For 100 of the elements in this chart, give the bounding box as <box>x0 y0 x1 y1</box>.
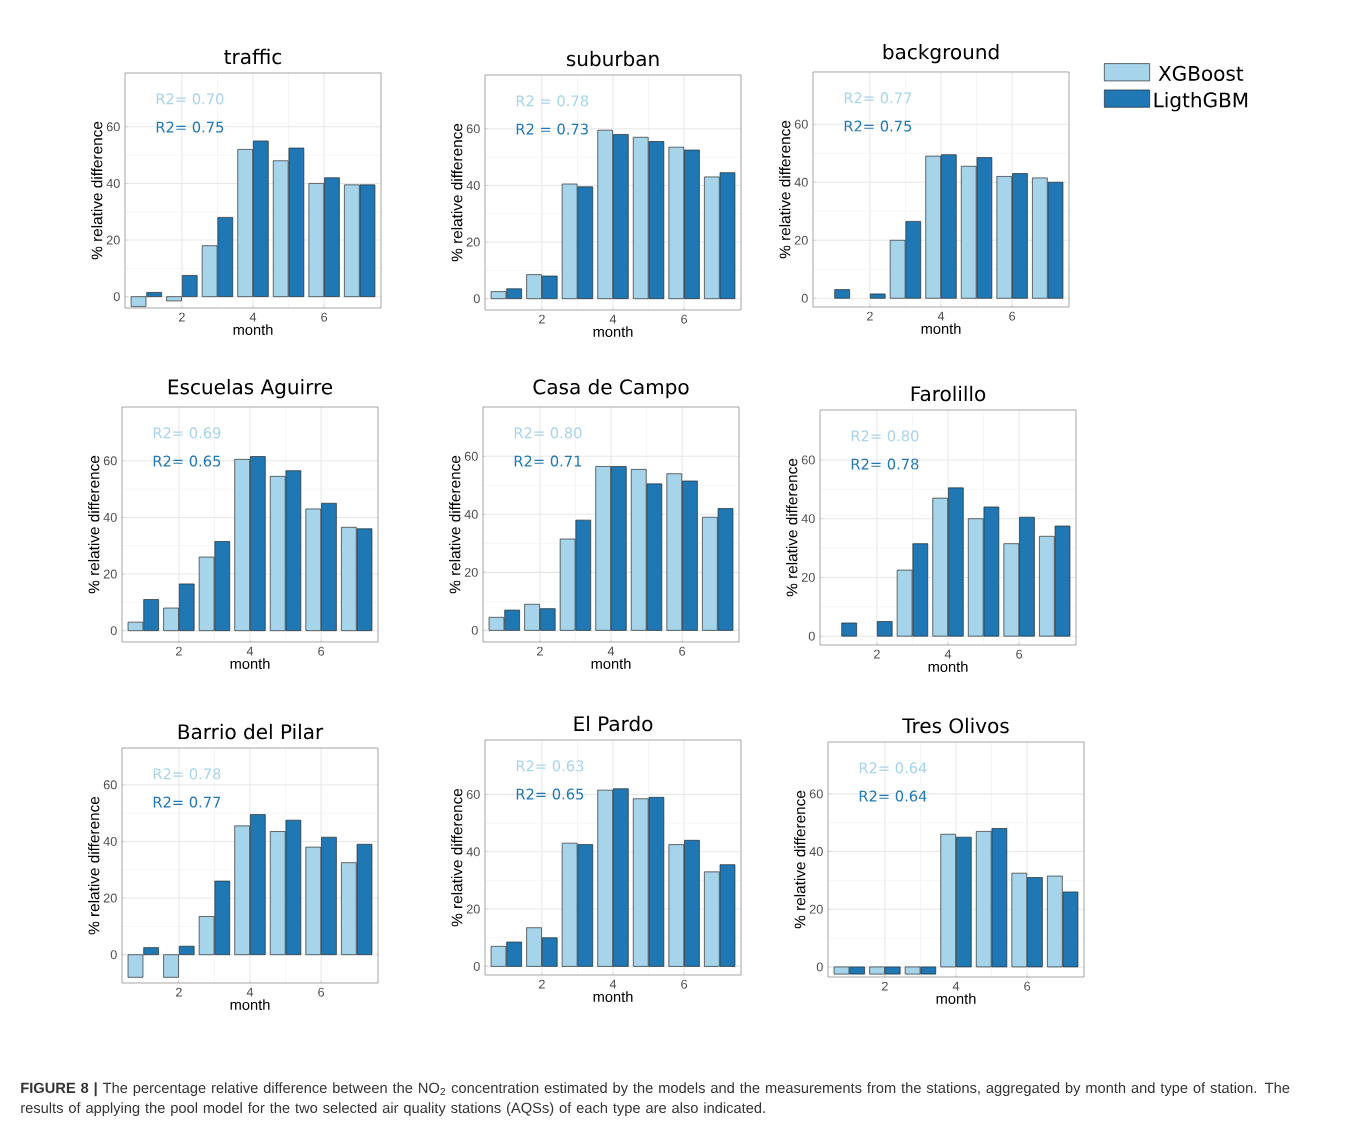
y-tick-label: 20 <box>466 904 480 914</box>
x-axis-title: month <box>593 326 633 337</box>
y-tick-label: 0 <box>808 631 815 641</box>
y-tick-label: 0 <box>816 962 823 972</box>
x-tick-label: 6 <box>681 314 688 324</box>
x-tick-label: 6 <box>321 312 328 322</box>
y-axis-title: % relative difference <box>88 796 100 935</box>
y-tick-label: 0 <box>110 950 117 960</box>
x-tick-label: 6 <box>679 646 686 656</box>
y-tick-label: 60 <box>466 789 480 799</box>
y-tick-label: 40 <box>809 847 823 857</box>
chart-title: El Pardo <box>574 715 653 732</box>
y-tick-label: 40 <box>103 512 117 522</box>
y-axis-title: % relative difference <box>449 455 461 594</box>
x-tick-label: 6 <box>681 979 688 989</box>
chart-title: Tres Olivos <box>902 717 1009 734</box>
annotation: R2= 0.75 <box>156 121 224 133</box>
y-axis-title: % relative difference <box>794 790 806 929</box>
x-tick-label: 4 <box>607 646 615 656</box>
y-tick-label: 40 <box>466 180 480 190</box>
x-tick-label: 2 <box>176 987 182 997</box>
annotation: R2= 0.64 <box>859 762 927 774</box>
x-tick-label: 4 <box>249 312 257 322</box>
x-tick-label: 2 <box>537 646 543 656</box>
x-axis-title: month <box>233 324 273 335</box>
y-tick-label: 20 <box>103 893 117 903</box>
annotation: R2= 0.80 <box>851 430 919 442</box>
x-tick-label: 2 <box>176 646 182 656</box>
annotation: R2= 0.77 <box>153 796 221 808</box>
legend-label: XGBoost <box>1158 65 1244 81</box>
x-tick-label: 6 <box>1016 649 1023 659</box>
x-axis-title: month <box>591 658 631 669</box>
x-tick-label: 2 <box>539 979 545 989</box>
y-tick-label: 20 <box>103 569 117 579</box>
y-tick-label: 60 <box>103 780 117 790</box>
x-axis-title: month <box>928 661 968 672</box>
annotation: R2= 0.69 <box>153 427 221 439</box>
chart-title: Barrio del Pilar <box>178 723 324 740</box>
annotation: R2= 0.80 <box>514 427 582 439</box>
y-tick-label: 40 <box>464 509 478 519</box>
bar <box>869 293 886 299</box>
annotation: R2= 0.63 <box>516 760 584 772</box>
x-tick-label: 6 <box>318 646 325 656</box>
x-axis-title: month <box>230 658 270 669</box>
x-axis-title: month <box>921 323 961 334</box>
x-tick-label: 6 <box>318 987 325 997</box>
x-axis-title: month <box>593 991 633 1002</box>
chart-title: traffic <box>224 48 282 65</box>
x-axis-title: month <box>936 993 976 1004</box>
y-tick-label: 40 <box>794 177 808 187</box>
bar <box>841 622 857 637</box>
y-tick-label: 60 <box>466 124 480 134</box>
x-axis-title: month <box>230 999 270 1010</box>
x-tick-label: 2 <box>874 649 880 659</box>
y-axis-title: % relative difference <box>451 788 463 927</box>
annotation: R2= 0.78 <box>851 458 919 470</box>
y-tick-label: 20 <box>464 567 478 577</box>
x-tick-label: 2 <box>179 312 185 322</box>
y-tick-label: 40 <box>106 178 120 188</box>
annotation: R2= 0.77 <box>844 92 912 104</box>
y-tick-label: 60 <box>809 789 823 799</box>
bar <box>876 621 893 637</box>
annotation: R2= 0.78 <box>153 768 221 780</box>
y-tick-label: 60 <box>801 455 815 465</box>
legend-label: LigthGBM <box>1154 92 1248 112</box>
y-tick-label: 40 <box>801 514 815 524</box>
y-tick-label: 0 <box>110 626 117 636</box>
y-tick-label: 40 <box>466 847 480 857</box>
y-tick-label: 20 <box>809 904 823 914</box>
x-tick-label: 4 <box>944 649 952 659</box>
y-tick-label: 20 <box>106 235 120 245</box>
x-tick-label: 2 <box>867 311 873 321</box>
y-tick-label: 60 <box>464 451 478 461</box>
annotation: R2= 0.64 <box>859 790 927 802</box>
x-tick-label: 6 <box>1024 981 1031 991</box>
x-tick-label: 2 <box>882 981 888 991</box>
chart-title: Casa de Campo <box>533 378 689 399</box>
y-tick-label: 60 <box>103 456 117 466</box>
text: FIGURE 8 | The percentage relative difference between the NO$_{2}$ concentration estimated by the models and the measurements from the stations, aggregated by month and type of station. The results of applying the pool model for the two selected air quality stations (AQSs) of each type are also indicated. <box>21 1082 1290 1116</box>
x-tick-label: 2 <box>539 314 545 324</box>
y-tick-label: 20 <box>794 235 808 245</box>
x-tick-label: 6 <box>1009 311 1016 321</box>
annotation: R2= 0.70 <box>156 93 224 105</box>
x-tick-label: 4 <box>246 646 254 656</box>
y-axis-title: % relative difference <box>786 458 798 597</box>
y-tick-label: 0 <box>471 625 478 635</box>
annotation: R2= 0.75 <box>844 120 912 132</box>
chart-title: Farolillo <box>911 385 986 402</box>
x-tick-label: 4 <box>952 981 960 991</box>
x-tick-label: 4 <box>609 979 617 989</box>
y-axis-title: % relative difference <box>779 120 791 259</box>
y-axis-title: % relative difference <box>88 455 100 594</box>
chart-title: suburban <box>566 50 659 67</box>
x-tick-label: 4 <box>246 987 254 997</box>
y-axis-title: % relative difference <box>91 121 103 260</box>
y-tick-label: 40 <box>103 836 117 846</box>
y-tick-label: 0 <box>113 292 120 302</box>
annotation: R2 = 0.73 <box>516 123 588 135</box>
annotation: R2= 0.71 <box>514 455 582 467</box>
y-tick-label: 60 <box>106 122 120 132</box>
